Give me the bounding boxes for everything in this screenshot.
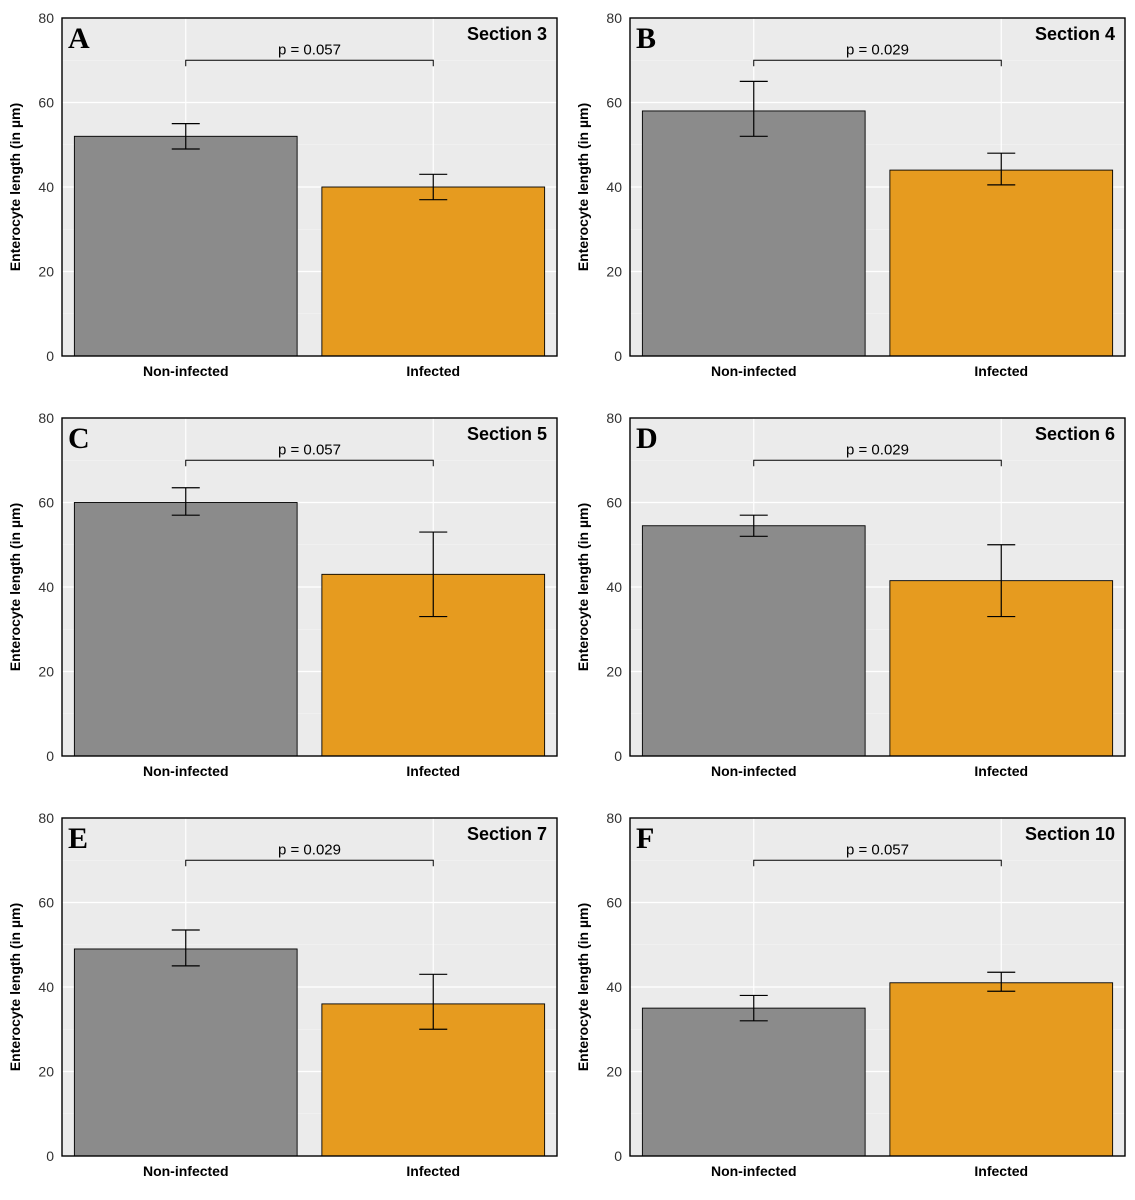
x-tick-label: Infected [974, 363, 1028, 379]
y-tick-label: 40 [606, 979, 622, 995]
y-tick-label: 80 [38, 410, 54, 426]
chart-panel: p = 0.029 0 20 40 60 80 Non-infected Infected En… [568, 400, 1135, 800]
chart-panel: p = 0.057 0 20 40 60 80 Non-infected Infected En… [0, 0, 568, 400]
y-axis-title: Enterocyte length (in µm) [7, 103, 23, 271]
chart-panel: p = 0.029 0 20 40 60 80 Non-infected Infected En… [568, 0, 1135, 400]
x-tick-label: Infected [974, 1163, 1028, 1179]
x-tick-label: Non-infected [143, 763, 229, 779]
x-tick-label: Non-infected [143, 363, 229, 379]
panel-letter: D [636, 422, 658, 455]
chart-panel: p = 0.029 0 20 40 60 80 Non-infected Infected En… [0, 800, 568, 1200]
y-tick-label: 80 [606, 410, 622, 426]
y-tick-label: 20 [606, 664, 622, 680]
y-tick-label: 20 [38, 264, 54, 280]
y-tick-label: 60 [38, 495, 54, 511]
bar [322, 187, 545, 356]
bar [642, 111, 865, 356]
x-tick-label: Non-infected [143, 1163, 229, 1179]
y-tick-label: 20 [38, 664, 54, 680]
bar [642, 1008, 865, 1156]
panel-letter: B [636, 22, 656, 55]
y-tick-label: 60 [606, 95, 622, 111]
y-tick-label: 60 [606, 495, 622, 511]
p-value-label: p = 0.029 [846, 441, 909, 458]
bar [642, 526, 865, 756]
bar [74, 503, 297, 757]
y-tick-label: 60 [38, 895, 54, 911]
y-tick-label: 80 [38, 10, 54, 26]
y-tick-label: 40 [38, 579, 54, 595]
y-tick-label: 80 [606, 10, 622, 26]
section-title: Section 7 [467, 824, 547, 844]
y-tick-label: 0 [46, 748, 54, 764]
y-tick-label: 60 [606, 895, 622, 911]
x-tick-label: Non-infected [710, 763, 796, 779]
p-value-label: p = 0.029 [278, 841, 341, 858]
section-title: Section 10 [1024, 824, 1114, 844]
y-tick-label: 80 [38, 810, 54, 826]
x-tick-label: Infected [974, 763, 1028, 779]
y-axis-title: Enterocyte length (in µm) [7, 903, 23, 1071]
x-tick-label: Infected [406, 763, 460, 779]
y-tick-label: 40 [38, 979, 54, 995]
panel-letter: C [68, 422, 90, 455]
p-value-label: p = 0.029 [846, 41, 909, 58]
panel-letter: F [636, 822, 654, 855]
y-tick-label: 60 [38, 95, 54, 111]
y-tick-label: 0 [614, 348, 622, 364]
y-tick-label: 20 [606, 264, 622, 280]
p-value-label: p = 0.057 [846, 841, 909, 858]
figure-grid: p = 0.057 0 20 40 60 80 Non-infected Infected En… [0, 0, 1135, 1200]
y-tick-label: 0 [614, 748, 622, 764]
y-tick-label: 40 [606, 179, 622, 195]
y-axis-title: Enterocyte length (in µm) [7, 503, 23, 671]
p-value-label: p = 0.057 [278, 441, 341, 458]
x-tick-label: Non-infected [710, 1163, 796, 1179]
chart-panel: p = 0.057 0 20 40 60 80 Non-infected Infected En… [568, 800, 1135, 1200]
panel-letter: A [68, 22, 90, 55]
panel-letter: E [68, 822, 88, 855]
x-tick-label: Non-infected [710, 363, 796, 379]
chart-panel: p = 0.057 0 20 40 60 80 Non-infected Infected En… [0, 400, 568, 800]
x-tick-label: Infected [406, 1163, 460, 1179]
bar [74, 949, 297, 1156]
section-title: Section 5 [467, 424, 547, 444]
section-title: Section 3 [467, 24, 547, 44]
bar [889, 170, 1112, 356]
section-title: Section 6 [1034, 424, 1114, 444]
p-value-label: p = 0.057 [278, 41, 341, 58]
y-tick-label: 0 [46, 1148, 54, 1164]
y-tick-label: 40 [606, 579, 622, 595]
y-tick-label: 20 [38, 1064, 54, 1080]
y-tick-label: 0 [614, 1148, 622, 1164]
x-tick-label: Infected [406, 363, 460, 379]
y-tick-label: 80 [606, 810, 622, 826]
y-axis-title: Enterocyte length (in µm) [575, 503, 591, 671]
bar [889, 983, 1112, 1156]
y-axis-title: Enterocyte length (in µm) [575, 103, 591, 271]
y-tick-label: 20 [606, 1064, 622, 1080]
y-tick-label: 0 [46, 348, 54, 364]
y-tick-label: 40 [38, 179, 54, 195]
section-title: Section 4 [1034, 24, 1114, 44]
y-axis-title: Enterocyte length (in µm) [575, 903, 591, 1071]
bar [74, 136, 297, 356]
